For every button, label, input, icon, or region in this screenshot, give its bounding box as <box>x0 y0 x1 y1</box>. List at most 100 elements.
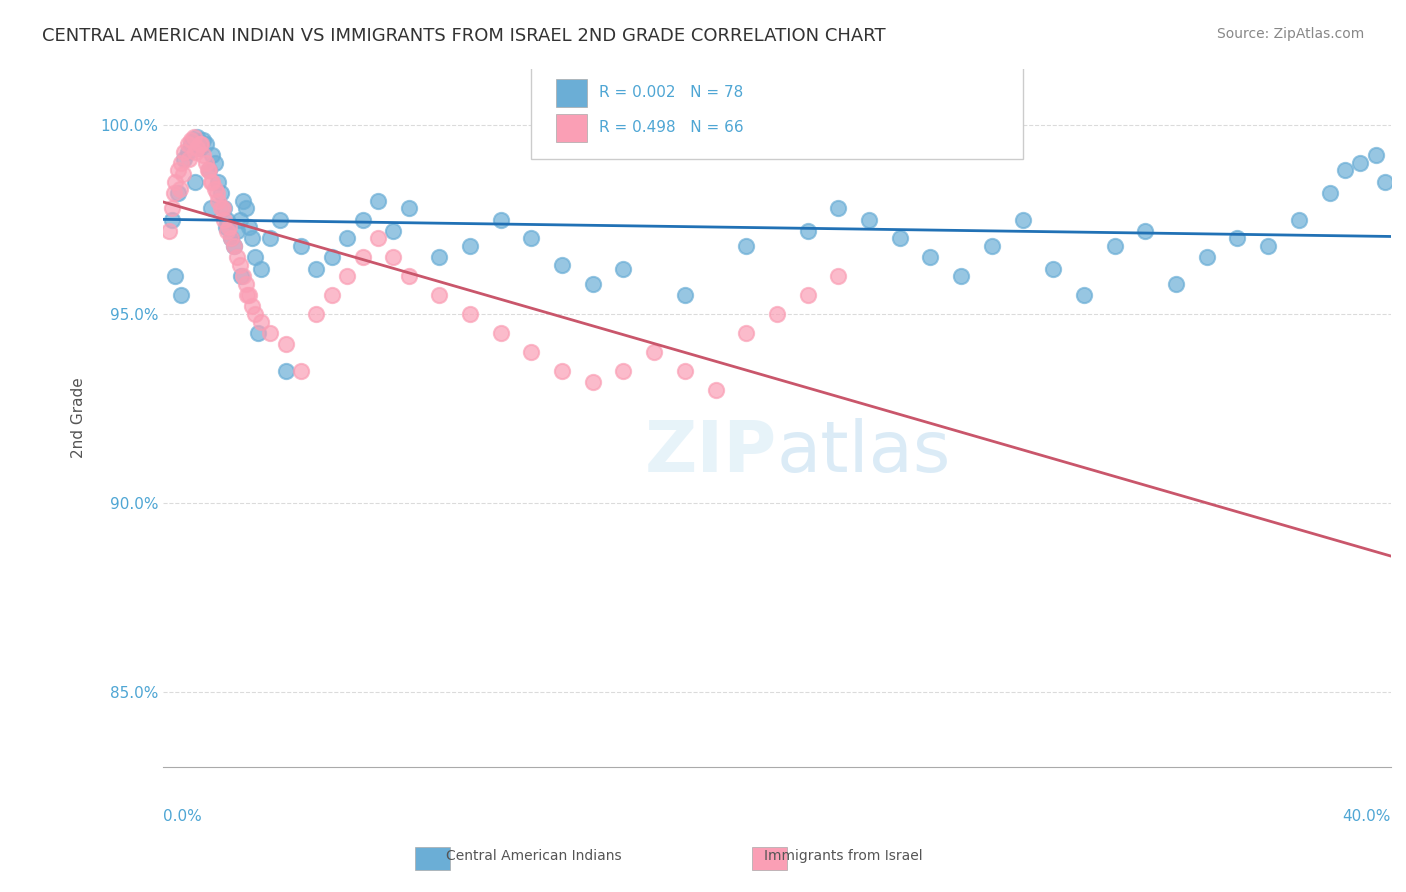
Point <box>180 137 202 152</box>
Point <box>173 145 195 159</box>
Point <box>398 201 420 215</box>
Point <box>219 231 242 245</box>
Point <box>290 239 312 253</box>
Point <box>236 288 259 302</box>
Point <box>207 175 229 189</box>
Point <box>186 141 208 155</box>
Point <box>305 307 328 321</box>
Y-axis label: 2nd Grade: 2nd Grade <box>72 377 86 458</box>
Point <box>217 212 239 227</box>
Point <box>165 175 187 189</box>
Point <box>735 326 758 340</box>
Point <box>180 133 202 147</box>
Point <box>170 156 193 170</box>
Text: 40.0%: 40.0% <box>1343 809 1391 824</box>
Point <box>274 337 297 351</box>
Point <box>827 269 849 284</box>
Point <box>827 201 849 215</box>
Point <box>336 269 359 284</box>
Point <box>352 251 374 265</box>
Point <box>704 383 727 397</box>
Point <box>321 288 343 302</box>
Point <box>243 251 266 265</box>
Point <box>194 137 217 152</box>
Point <box>186 129 208 144</box>
Point <box>796 288 818 302</box>
Point <box>212 201 235 215</box>
Bar <box>555 79 586 107</box>
Point <box>1011 212 1033 227</box>
Point <box>489 212 512 227</box>
Point <box>160 201 183 215</box>
Text: R = 0.002   N = 78: R = 0.002 N = 78 <box>599 86 744 101</box>
Point <box>191 133 214 147</box>
Point <box>184 175 207 189</box>
Point <box>215 220 238 235</box>
Point <box>167 163 190 178</box>
Text: R = 0.498   N = 66: R = 0.498 N = 66 <box>599 120 744 136</box>
Point <box>235 201 257 215</box>
Point <box>520 231 543 245</box>
Point <box>489 326 512 340</box>
Point <box>352 212 374 227</box>
Point <box>238 288 260 302</box>
Point <box>219 231 242 245</box>
Point <box>1073 288 1095 302</box>
Point <box>274 364 297 378</box>
Point <box>238 220 260 235</box>
Point <box>183 129 205 144</box>
Point <box>214 212 236 227</box>
Point <box>427 288 450 302</box>
Point <box>382 251 405 265</box>
Point <box>201 175 224 189</box>
Point <box>218 220 240 235</box>
Point <box>1042 261 1064 276</box>
Point <box>198 163 221 178</box>
Point <box>458 307 481 321</box>
Point <box>191 148 214 162</box>
Text: CENTRAL AMERICAN INDIAN VS IMMIGRANTS FROM ISRAEL 2ND GRADE CORRELATION CHART: CENTRAL AMERICAN INDIAN VS IMMIGRANTS FR… <box>42 27 886 45</box>
Point <box>176 137 198 152</box>
Point <box>160 212 183 227</box>
Point <box>209 201 232 215</box>
Point <box>520 344 543 359</box>
Point <box>165 269 187 284</box>
Point <box>551 258 574 272</box>
FancyBboxPatch shape <box>531 62 1022 160</box>
Point <box>172 167 194 181</box>
Point <box>673 288 696 302</box>
Point <box>204 156 226 170</box>
Point <box>612 364 634 378</box>
Text: Source: ZipAtlas.com: Source: ZipAtlas.com <box>1216 27 1364 41</box>
Point <box>305 261 328 276</box>
Point <box>188 141 211 155</box>
Point <box>336 231 359 245</box>
Point <box>259 326 281 340</box>
Point <box>1319 186 1341 201</box>
Point <box>173 152 195 166</box>
Point <box>290 364 312 378</box>
Point <box>643 344 665 359</box>
Point <box>229 258 252 272</box>
Point <box>222 239 245 253</box>
Point <box>398 269 420 284</box>
Point <box>231 269 253 284</box>
Point <box>163 186 186 201</box>
Point <box>240 231 263 245</box>
Point <box>673 364 696 378</box>
Point <box>225 251 247 265</box>
Point <box>240 300 263 314</box>
Point <box>207 194 229 208</box>
Point <box>222 239 245 253</box>
Point <box>321 251 343 265</box>
Point <box>920 251 942 265</box>
Point <box>170 288 193 302</box>
Point <box>1257 239 1279 253</box>
Point <box>796 224 818 238</box>
Point <box>190 137 212 152</box>
Point <box>183 133 205 147</box>
Point <box>1364 148 1386 162</box>
Point <box>198 163 221 178</box>
Point <box>612 261 634 276</box>
Point <box>551 364 574 378</box>
